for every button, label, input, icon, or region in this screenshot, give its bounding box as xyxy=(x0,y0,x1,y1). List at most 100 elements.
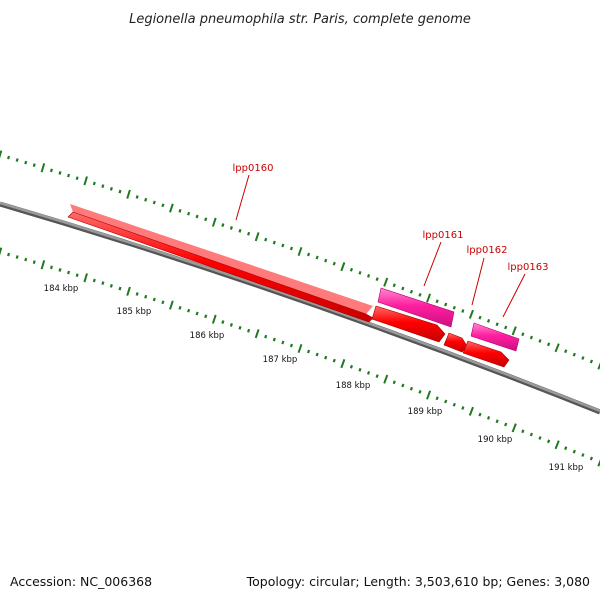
outer-ring-major-tick xyxy=(468,309,474,319)
inner-ring-major-tick xyxy=(597,459,600,467)
inner-ring-major-tick xyxy=(169,300,174,310)
inner-ring-minor-tick xyxy=(486,416,491,420)
inner-ring-minor-tick xyxy=(281,340,285,345)
inner-ring-minor-tick xyxy=(324,355,328,360)
outer-ring-minor-tick xyxy=(15,158,19,162)
outer-ring-minor-tick xyxy=(521,332,525,337)
inner-ring-minor-tick xyxy=(118,286,122,291)
outer-ring-major-tick xyxy=(511,326,517,336)
inner-ring-minor-tick xyxy=(109,283,113,288)
inner-ring-major-tick xyxy=(426,390,432,400)
outer-ring-minor-tick xyxy=(195,214,199,219)
gene-features xyxy=(67,204,520,368)
outer-ring-minor-tick xyxy=(366,274,371,278)
outer-ring-minor-tick xyxy=(178,208,182,213)
outer-ring-minor-tick xyxy=(272,240,276,245)
scale-label-185: 185 kbp xyxy=(117,307,152,317)
outer-ring-minor-tick xyxy=(581,356,585,360)
callout-line-lpp0161 xyxy=(423,241,442,287)
inner-ring-minor-tick xyxy=(306,349,311,354)
scale-labels: 184 kbp 185 kbp 186 kbp 187 kbp 188 kbp … xyxy=(44,284,584,473)
outer-ring-minor-tick xyxy=(589,359,594,364)
outer-ring-minor-tick xyxy=(538,339,542,343)
outer-ring-minor-tick xyxy=(109,186,113,191)
outer-ring-major-tick xyxy=(254,232,260,242)
outer-ring-minor-tick xyxy=(392,283,396,288)
inner-ring-minor-tick xyxy=(135,292,139,296)
outer-ring-minor-tick xyxy=(418,292,422,297)
gene-label-lpp0163: lpp0163 xyxy=(508,262,549,273)
outer-ring-major-tick xyxy=(126,189,131,199)
gene-label-lpp0161: lpp0161 xyxy=(423,230,464,241)
inner-ring-minor-tick xyxy=(418,389,422,394)
outer-ring-minor-tick xyxy=(375,277,379,281)
gene-lpp0160-arrow[interactable] xyxy=(67,211,374,323)
inner-ring-minor-tick xyxy=(144,294,148,299)
gene-lpp0163-arrow[interactable] xyxy=(462,340,510,368)
outer-ring-major-tick xyxy=(169,203,174,213)
inner-ring-minor-tick xyxy=(581,453,585,457)
inner-ring-major-tick xyxy=(0,247,3,256)
inner-ring-minor-tick xyxy=(58,268,62,272)
outer-ring-minor-tick xyxy=(32,163,36,168)
inner-ring-minor-tick xyxy=(461,406,465,410)
inner-ring-minor-tick xyxy=(195,311,199,316)
inner-ring-major-tick xyxy=(383,374,389,384)
outer-ring-minor-tick xyxy=(7,155,11,160)
outer-ring-minor-tick xyxy=(204,217,208,222)
outer-ring-minor-tick xyxy=(486,319,491,323)
inner-ring-minor-tick xyxy=(264,334,268,339)
inner-ring-minor-tick xyxy=(452,402,456,407)
outer-ring-minor-tick xyxy=(187,211,191,216)
inner-ring-minor-tick xyxy=(178,305,182,310)
outer-ring-minor-tick xyxy=(152,200,156,205)
outer-ring-minor-tick xyxy=(324,258,328,263)
outer-ring-minor-tick xyxy=(461,309,465,313)
outer-ring-minor-tick xyxy=(572,352,576,357)
outer-ring-major-tick xyxy=(597,362,600,370)
outer-ring-minor-tick xyxy=(564,349,568,354)
scale-label-184: 184 kbp xyxy=(44,284,79,294)
outer-ring-minor-tick xyxy=(135,195,139,199)
inner-ring-minor-tick xyxy=(401,383,405,388)
outer-ring-minor-tick xyxy=(306,252,311,257)
gene-reverse-strand-block-1[interactable] xyxy=(377,287,455,328)
inner-ring-major-tick xyxy=(254,329,260,339)
inner-ring-major-tick xyxy=(340,359,346,369)
inner-ring-minor-tick xyxy=(589,456,594,461)
inner-ring-major-tick xyxy=(511,423,517,433)
outer-ring-minor-tick xyxy=(401,286,405,291)
inner-ring-minor-tick xyxy=(229,323,233,327)
inner-ring-minor-tick xyxy=(538,436,542,440)
gene-lpp0161-arrow[interactable] xyxy=(371,305,446,343)
callout-line-lpp0163 xyxy=(502,273,526,318)
outer-ring-minor-tick xyxy=(92,181,96,186)
outer-ring-minor-tick xyxy=(478,315,482,320)
inner-ring-minor-tick xyxy=(7,252,11,257)
inner-ring-minor-tick xyxy=(221,320,225,324)
gene-lpp0162-arrow[interactable] xyxy=(443,332,468,353)
inner-ring-major-tick xyxy=(40,260,46,270)
outer-ring-minor-tick xyxy=(161,203,165,208)
inner-ring-minor-tick xyxy=(187,308,191,313)
inner-ring-minor-tick xyxy=(444,399,448,404)
outer-ring-minor-tick xyxy=(452,305,456,310)
inner-ring-minor-tick xyxy=(161,300,165,305)
inner-ring-minor-tick xyxy=(358,367,362,372)
inner-ring-minor-tick xyxy=(521,429,525,434)
genome-backbone xyxy=(0,201,600,413)
outer-ring-major-tick xyxy=(40,163,46,173)
outer-ring-minor-tick xyxy=(358,270,362,275)
scale-label-188: 188 kbp xyxy=(336,381,371,391)
inner-ring-minor-tick xyxy=(247,328,251,333)
inner-ring-major-tick xyxy=(211,314,217,324)
outer-ring-major-tick xyxy=(297,246,303,257)
inner-ring-minor-tick xyxy=(315,352,319,357)
gene-reverse-strand-block-2[interactable] xyxy=(470,322,520,352)
outer-ring-minor-tick xyxy=(349,267,354,272)
inner-ring-minor-tick xyxy=(67,270,71,275)
outer-ring-minor-tick xyxy=(546,342,551,347)
outer-ring-minor-tick xyxy=(229,226,233,230)
outer-ring-minor-tick xyxy=(281,243,285,248)
